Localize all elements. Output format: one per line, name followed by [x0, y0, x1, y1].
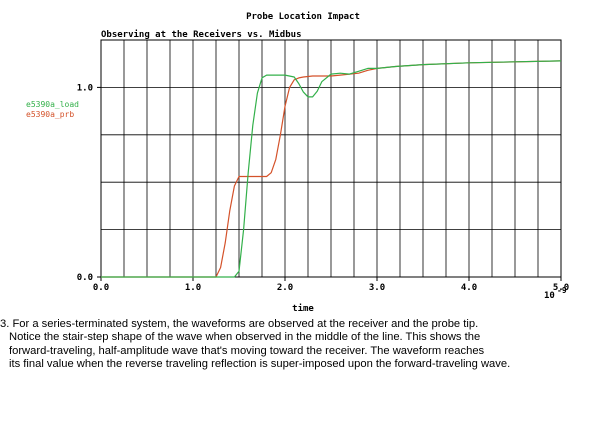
y-tick-label: 0.0: [77, 273, 93, 283]
series-line-e5390a-load: [101, 60, 562, 278]
series-line-e5390a-prb: [101, 60, 562, 278]
y-tick-label: 1.0: [77, 83, 93, 93]
series-layer: [101, 60, 562, 278]
x-tick-label: 1.0: [185, 283, 201, 293]
caption-line: 3. For a series-terminated system, the w…: [0, 318, 479, 330]
legend-entry-prb: e5390a_prb: [26, 110, 74, 119]
x-tick-label: 5.0: [553, 283, 569, 293]
x-axis-multiplier-exponent: -9: [557, 286, 567, 295]
x-axis-label: time: [292, 303, 314, 314]
x-axis-ticks: 0.0 1.0 2.0 3.0 4.0 5.0: [93, 277, 569, 293]
chart-title: Probe Location Impact: [246, 11, 360, 22]
x-tick-label: 3.0: [369, 283, 385, 293]
caption: 3. For a series-terminated system, the w…: [0, 318, 590, 372]
chart-subtitle: Observing at the Receivers vs. Midbus: [101, 29, 301, 40]
caption-line: forward-traveling, half-amplitude wave t…: [9, 344, 485, 357]
caption-line: Notice the stair-step shape of the wave …: [9, 331, 481, 344]
plot-frame: [100, 39, 562, 278]
grid: [101, 40, 561, 277]
legend-entry-load: e5390a_load: [26, 100, 79, 109]
x-tick-label: 0.0: [93, 283, 109, 293]
caption-line: its final value when the reverse traveli…: [9, 358, 511, 371]
y-axis-ticks: 0.0 1.0: [77, 83, 101, 283]
x-axis-multiplier: 10: [544, 291, 555, 301]
x-tick-label: 2.0: [277, 283, 293, 293]
legend: e5390a_load e5390a_prb: [26, 100, 79, 119]
x-tick-label: 4.0: [461, 283, 477, 293]
